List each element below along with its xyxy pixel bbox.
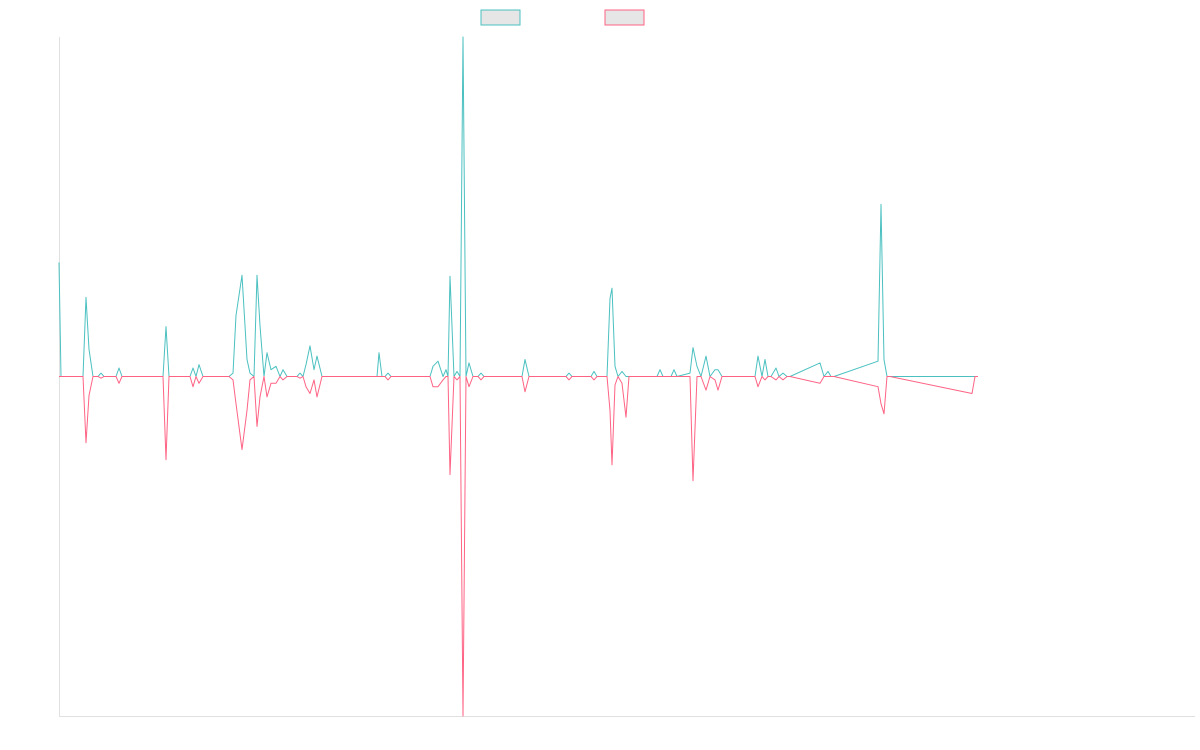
series-line (58, 36, 978, 377)
series-line (59, 376, 978, 717)
plot-area (58, 36, 978, 717)
legend (480, 9, 645, 26)
legend-swatch (480, 9, 521, 26)
legend-swatch (604, 9, 645, 26)
